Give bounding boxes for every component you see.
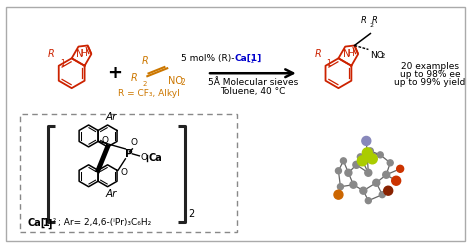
Circle shape [367, 154, 377, 164]
Text: Ca[: Ca[ [28, 217, 46, 228]
Text: R: R [48, 49, 55, 59]
Circle shape [357, 156, 367, 166]
Circle shape [362, 136, 371, 145]
Text: R: R [131, 73, 137, 83]
Circle shape [337, 184, 344, 190]
Circle shape [365, 198, 371, 204]
Text: P: P [125, 149, 132, 159]
Circle shape [334, 190, 343, 199]
Text: up to 98% ee: up to 98% ee [400, 70, 460, 79]
Circle shape [362, 148, 372, 158]
Circle shape [397, 165, 404, 172]
Text: 1: 1 [60, 59, 64, 68]
Circle shape [336, 168, 341, 174]
Text: +: + [107, 64, 122, 82]
Text: Ca: Ca [148, 153, 162, 163]
Circle shape [345, 169, 352, 176]
Circle shape [357, 154, 364, 160]
Circle shape [360, 187, 367, 194]
Text: Ar: Ar [106, 112, 117, 122]
Text: 5Å Molecular sieves: 5Å Molecular sieves [208, 78, 298, 87]
Text: Ar: Ar [106, 189, 117, 199]
Circle shape [353, 161, 360, 168]
Text: R: R [315, 49, 321, 59]
Text: 2: 2 [188, 209, 194, 218]
Text: H: H [80, 49, 87, 58]
Text: 20 examples: 20 examples [401, 62, 459, 71]
Text: ₂: ₂ [53, 215, 56, 223]
Text: R: R [372, 16, 377, 25]
Text: R = CF₃, Alkyl: R = CF₃, Alkyl [118, 89, 180, 98]
Text: 1: 1 [43, 217, 50, 228]
Text: 2: 2 [142, 81, 147, 87]
Text: R: R [361, 16, 366, 25]
Circle shape [379, 192, 385, 198]
Circle shape [387, 160, 393, 166]
Text: O: O [140, 153, 147, 162]
Text: O: O [101, 136, 108, 145]
Text: NO: NO [370, 51, 384, 61]
Text: 2: 2 [180, 78, 185, 87]
Text: 2: 2 [380, 54, 385, 60]
Text: Toluene, 40 °C: Toluene, 40 °C [220, 87, 285, 96]
Text: 2: 2 [369, 23, 374, 28]
Text: NO: NO [168, 76, 183, 86]
Text: ]: ] [48, 218, 52, 229]
Text: O: O [120, 168, 127, 177]
Text: up to 99% yield: up to 99% yield [394, 78, 466, 87]
Text: 1: 1 [327, 59, 331, 68]
Circle shape [392, 176, 401, 185]
Circle shape [383, 171, 390, 178]
Circle shape [367, 148, 374, 154]
Text: H: H [347, 49, 354, 58]
Circle shape [373, 179, 380, 186]
Bar [20, 114, 237, 231]
Text: 5 mol% (R)-: 5 mol% (R)- [182, 54, 235, 63]
Circle shape [377, 152, 383, 158]
Text: ₂: ₂ [251, 56, 254, 65]
Text: O: O [130, 138, 137, 147]
Text: Ca[1]: Ca[1] [235, 54, 262, 63]
Text: N: N [343, 49, 350, 59]
Circle shape [365, 169, 372, 176]
Text: ; Ar= 2,4,6-(ⁱPr)₃C₆H₂: ; Ar= 2,4,6-(ⁱPr)₃C₆H₂ [58, 218, 151, 227]
Circle shape [350, 181, 357, 188]
Text: N: N [76, 49, 83, 59]
Circle shape [384, 186, 392, 195]
Circle shape [340, 158, 346, 164]
Text: R: R [142, 56, 149, 66]
